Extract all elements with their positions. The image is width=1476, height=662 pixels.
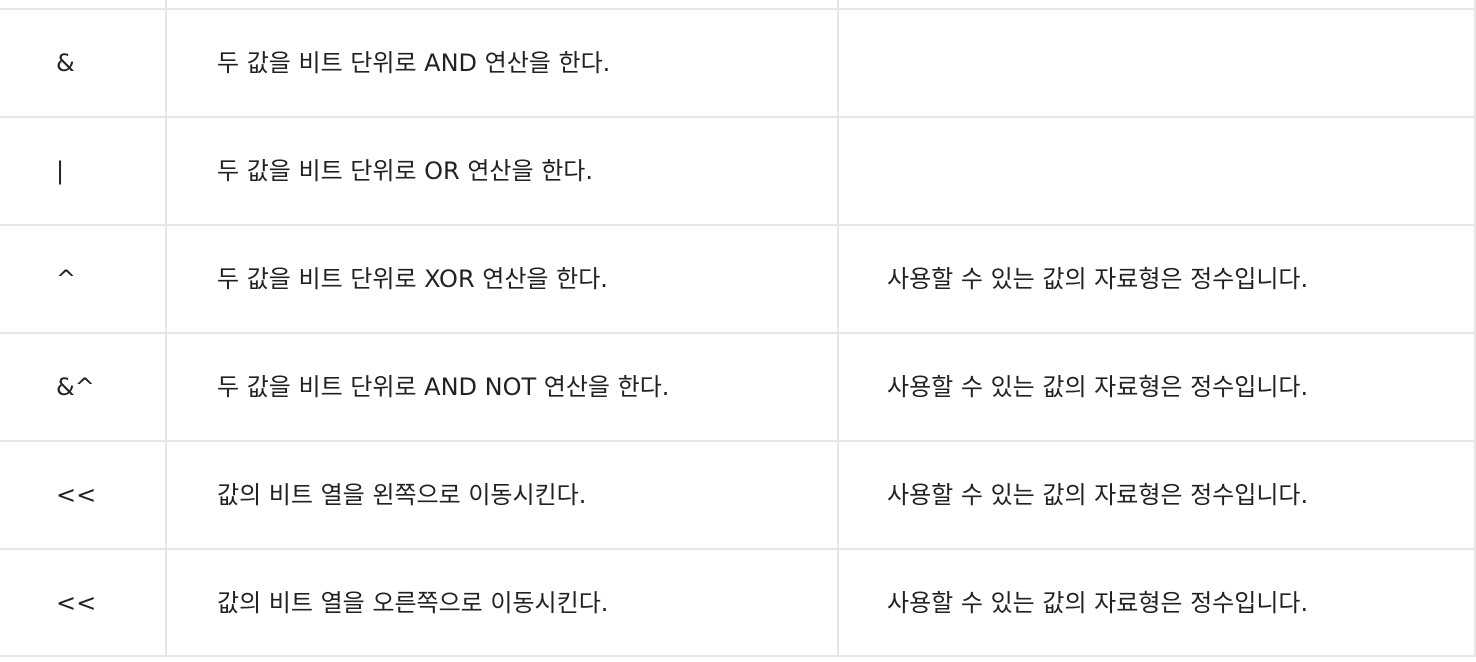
table-row: &^ 두 값을 비트 단위로 AND NOT 연산을 한다. 사용할 수 있는 … [0, 332, 1476, 442]
note-cell [837, 116, 1476, 226]
description-cell: 두 값을 비트 단위로 XOR 연산을 한다. [165, 224, 839, 334]
table-cell [837, 0, 1476, 10]
note-cell: 사용할 수 있는 값의 자료형은 정수입니다. [837, 224, 1476, 334]
table-row-partial [0, 0, 1476, 10]
table-row: << 값의 비트 열을 왼쪽으로 이동시킨다. 사용할 수 있는 값의 자료형은… [0, 440, 1476, 550]
operator-cell: &^ [0, 332, 167, 442]
table-cell [0, 0, 167, 10]
table-row: & 두 값을 비트 단위로 AND 연산을 한다. [0, 8, 1476, 118]
note-cell [837, 8, 1476, 118]
description-cell: 두 값을 비트 단위로 AND NOT 연산을 한다. [165, 332, 839, 442]
operator-cell: ^ [0, 224, 167, 334]
table-cell [165, 0, 839, 10]
operator-cell: << [0, 440, 167, 550]
table-row: ^ 두 값을 비트 단위로 XOR 연산을 한다. 사용할 수 있는 값의 자료… [0, 224, 1476, 334]
note-cell: 사용할 수 있는 값의 자료형은 정수입니다. [837, 440, 1476, 550]
description-cell: 값의 비트 열을 오른쪽으로 이동시킨다. [165, 548, 839, 657]
note-cell: 사용할 수 있는 값의 자료형은 정수입니다. [837, 548, 1476, 657]
table-row: | 두 값을 비트 단위로 OR 연산을 한다. [0, 116, 1476, 226]
description-cell: 값의 비트 열을 왼쪽으로 이동시킨다. [165, 440, 839, 550]
operator-cell: << [0, 548, 167, 657]
table-row: << 값의 비트 열을 오른쪽으로 이동시킨다. 사용할 수 있는 값의 자료형… [0, 548, 1476, 657]
operator-cell: | [0, 116, 167, 226]
description-cell: 두 값을 비트 단위로 AND 연산을 한다. [165, 8, 839, 118]
operator-cell: & [0, 8, 167, 118]
note-cell: 사용할 수 있는 값의 자료형은 정수입니다. [837, 332, 1476, 442]
description-cell: 두 값을 비트 단위로 OR 연산을 한다. [165, 116, 839, 226]
